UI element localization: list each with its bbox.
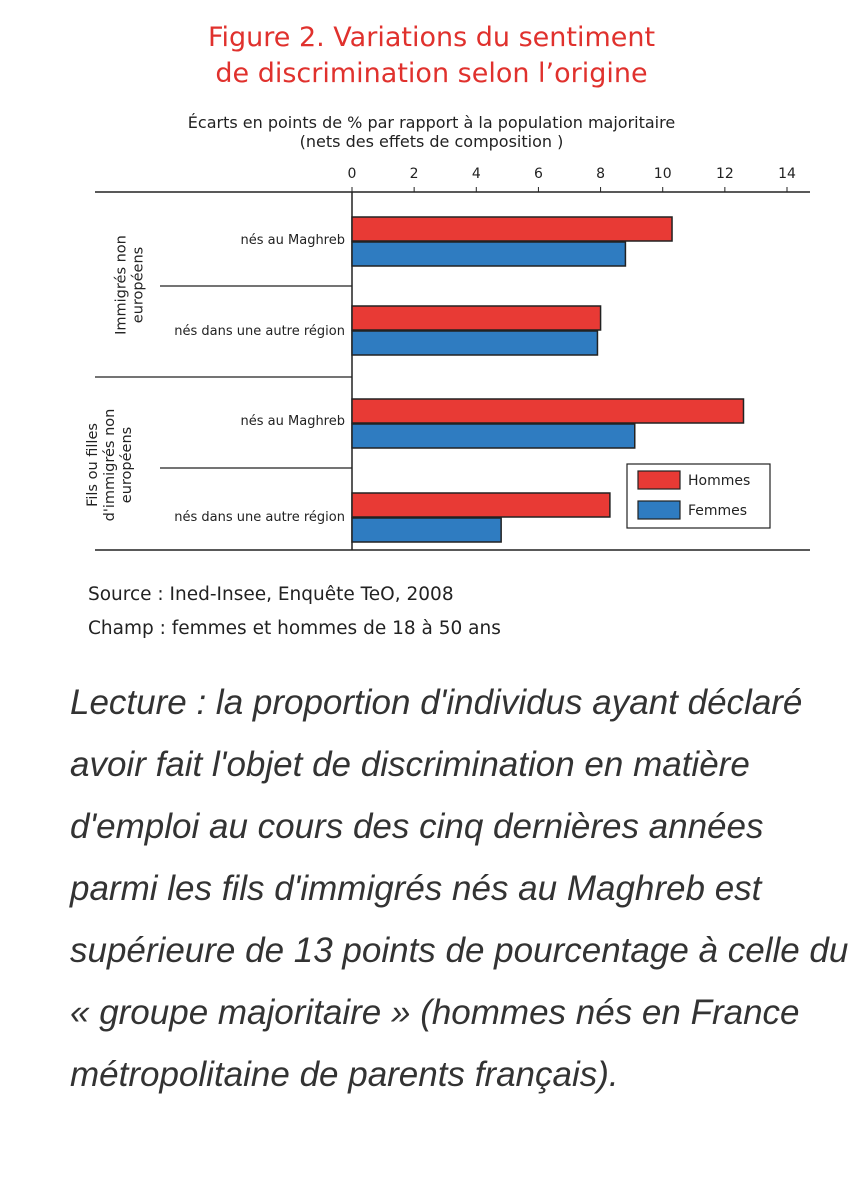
bar-femmes bbox=[351, 241, 627, 267]
bar-hommes bbox=[351, 216, 673, 242]
group-label: Fils ou filles bbox=[85, 423, 101, 507]
legend-label-femmes: Femmes bbox=[688, 503, 747, 519]
x-tick-label: 4 bbox=[472, 166, 481, 182]
x-tick-label: 2 bbox=[410, 166, 419, 182]
x-tick-label: 8 bbox=[596, 166, 605, 182]
figure-title-line1: Figure 2. Variations du sentiment bbox=[207, 22, 656, 53]
chart-subtitle-line2: (nets des effets de composition ) bbox=[299, 132, 564, 151]
bar-hommes bbox=[351, 492, 611, 518]
source-note: Source : Ined-Insee, Enquête TeO, 2008 bbox=[88, 584, 454, 605]
category-label: nés au Maghreb bbox=[241, 414, 345, 429]
group-label: Immigrés non bbox=[114, 235, 130, 335]
bar-hommes bbox=[351, 398, 745, 424]
legend-swatch-femmes bbox=[637, 500, 681, 520]
bar-femmes bbox=[351, 517, 502, 543]
x-tick-label: 6 bbox=[534, 166, 543, 182]
legend-label-hommes: Hommes bbox=[688, 473, 750, 489]
figure-title-line2: de discrimination selon l’origine bbox=[215, 58, 648, 89]
group-label: européens bbox=[131, 247, 147, 323]
bar-femmes bbox=[351, 330, 599, 356]
scope-note: Champ : femmes et hommes de 18 à 50 ans bbox=[88, 618, 501, 639]
bar-chart: 0 2 4 6 8 10 12 14 nés au Maghreb nés dans une au… bbox=[85, 166, 810, 551]
figure-title: Figure 2. Variations du sentiment de dis… bbox=[0, 20, 863, 92]
category-label: nés au Maghreb bbox=[241, 233, 345, 248]
x-tick-label: 0 bbox=[348, 166, 357, 182]
group-label: européens bbox=[119, 427, 135, 503]
category-label: nés dans une autre région bbox=[174, 324, 345, 339]
legend-swatch-hommes bbox=[637, 470, 681, 490]
category-label: nés dans une autre région bbox=[174, 510, 345, 525]
chart-notes: Source : Ined-Insee, Enquête TeO, 2008 C… bbox=[88, 578, 501, 646]
reading-note: Lecture : la proportion d'individus ayan… bbox=[70, 683, 849, 1094]
bar-femmes bbox=[351, 423, 636, 449]
group-label: d'immigrés non bbox=[102, 409, 118, 522]
x-tick-label: 12 bbox=[716, 166, 734, 182]
bar-hommes bbox=[351, 305, 602, 331]
chart-subtitle-line1: Écarts en points de % par rapport à la p… bbox=[187, 113, 676, 132]
chart-subtitle: Écarts en points de % par rapport à la p… bbox=[0, 113, 863, 151]
x-tick-label: 10 bbox=[654, 166, 672, 182]
x-tick-label: 14 bbox=[778, 166, 796, 182]
